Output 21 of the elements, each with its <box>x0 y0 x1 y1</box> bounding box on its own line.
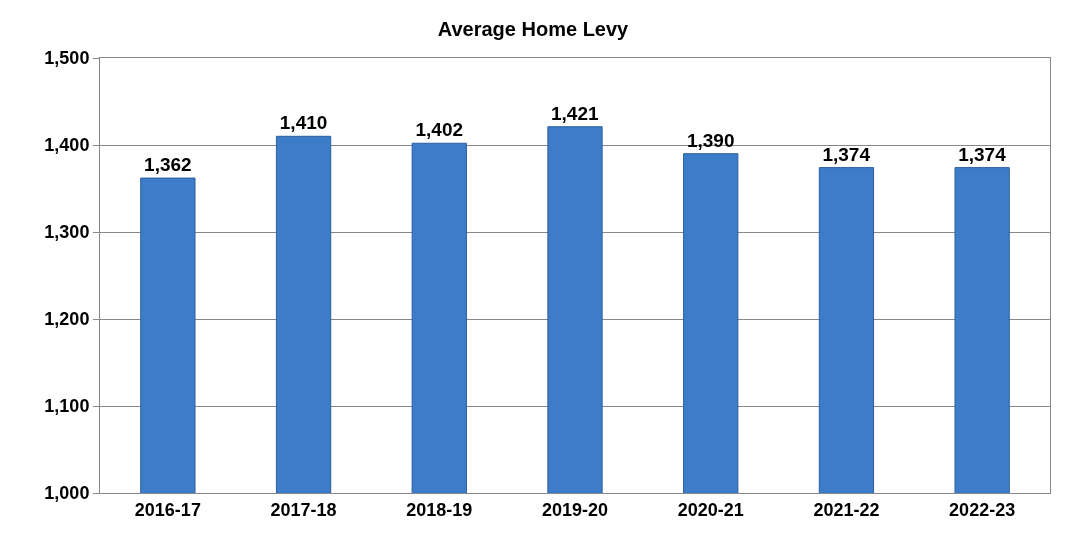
y-tick-label: 1,000 <box>44 483 90 504</box>
data-label: 1,362 <box>144 154 192 176</box>
y-tick-label: 1,100 <box>44 396 90 417</box>
x-tick-label: 2021-22 <box>813 499 880 520</box>
x-tick-label: 2017-18 <box>270 499 337 520</box>
x-tick-label: 2016-17 <box>134 499 201 520</box>
data-label: 1,421 <box>551 102 599 124</box>
y-tick-label: 1,500 <box>44 48 90 69</box>
x-tick-label: 2018-19 <box>406 499 473 520</box>
y-tick-label: 1,300 <box>44 222 90 243</box>
y-tick-label: 1,400 <box>44 135 90 156</box>
data-label: 1,374 <box>822 143 871 165</box>
x-tick-label: 2019-20 <box>541 499 609 520</box>
y-tick-label: 1,200 <box>44 309 90 330</box>
data-label: 1,410 <box>279 112 328 134</box>
x-tick-label: 2022-23 <box>949 499 1016 520</box>
x-tick-label: 2020-21 <box>677 499 744 520</box>
chart-title: Average Home Levy <box>437 17 630 40</box>
data-label: 1,402 <box>415 119 464 141</box>
data-label: 1,390 <box>686 129 735 151</box>
data-label: 1,374 <box>958 143 1007 165</box>
